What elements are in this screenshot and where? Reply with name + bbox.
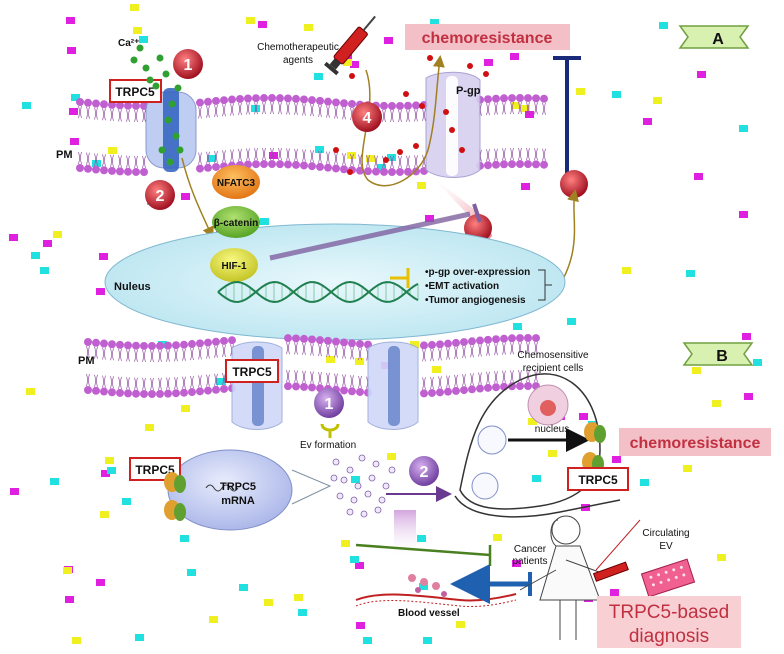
- panel-a-letter: A: [712, 31, 724, 48]
- endosome-2: [471, 472, 499, 500]
- dna-helix: [217, 280, 419, 304]
- mrna-label-line2: mRNA: [221, 495, 255, 507]
- effect-pgp: •p-gp over-expression: [425, 267, 530, 278]
- effect-angiogenesis: •Tumor angiogenesis: [425, 295, 526, 306]
- step-2-number-a: 2: [156, 188, 165, 205]
- ev-sample-card: [640, 558, 696, 598]
- cargo-connector: [291, 469, 332, 505]
- feedback-drop-icon: [560, 170, 588, 198]
- trpc5-label-a: TRPC5: [115, 85, 155, 99]
- chemoresistance-box-b: [619, 428, 771, 456]
- patients-label-line1: Cancer: [514, 544, 547, 555]
- sample-line: [595, 519, 641, 571]
- trpc5-recipient-label: TRPC5: [578, 473, 618, 487]
- step-1-number-a: 1: [184, 57, 193, 74]
- circulating-label-line1: Circulating: [642, 528, 689, 539]
- effects-bracket: [538, 269, 552, 301]
- trpc5-channel-b1: [231, 341, 283, 430]
- recipient-cell-membrane: [454, 495, 621, 518]
- signal-arrow-a: [181, 157, 214, 239]
- trpc5-box-a: [109, 79, 162, 103]
- calcium-ions: [130, 44, 184, 166]
- p-gp-label: P-gp: [456, 85, 481, 97]
- endosome-1: [477, 425, 507, 455]
- syringe-icon: [324, 15, 376, 76]
- step-2-badge-b: 2: [409, 456, 439, 486]
- step-2-badge-a: 2: [145, 180, 175, 210]
- chemo-label-line2: agents: [283, 55, 313, 66]
- chemoresistance-box-a: [405, 24, 570, 50]
- recipient-nucleus-label: nucleus: [535, 424, 569, 435]
- plasma-membrane-a: [76, 94, 548, 176]
- beta-catenin-label: β-catenin: [214, 218, 258, 229]
- panel-a-badge: A: [678, 25, 750, 49]
- plasma-membrane-b: [84, 334, 540, 398]
- blood-vessel-label: Blood vessel: [398, 608, 460, 619]
- diagnosis-box: [597, 596, 741, 648]
- diagnosis-label-line2: diagnosis: [629, 626, 709, 647]
- diagnosis-label-line1: TRPC5-based: [609, 602, 729, 623]
- step-1-number-b: 1: [325, 396, 334, 413]
- recipient-nucleolus: [540, 400, 556, 416]
- circulating-label-line2: EV: [659, 541, 673, 552]
- panel-b-badge: B: [682, 342, 754, 366]
- p-gp-pump: [425, 71, 481, 178]
- panel-a: A PM TRPC5 Ca²⁺ 1 2: [56, 15, 750, 341]
- beta-catenin-factor: β-catenin: [212, 206, 260, 238]
- trpc5-channel-b2: [367, 341, 419, 430]
- recipient-label-line2: recipient cells: [523, 363, 584, 374]
- mrna-icon: [205, 484, 239, 492]
- effect-emt: •EMT activation: [425, 281, 499, 292]
- blood-vessel-line-1: [355, 593, 517, 602]
- hif-1-label: HIF-1: [222, 261, 247, 272]
- channel-icon-recipient-1: [584, 422, 606, 443]
- chemo-label-line1: Chemotherapeutic: [257, 42, 339, 53]
- panel-b-letter: B: [716, 348, 728, 365]
- chemoresistance-label-b: chemoresistance: [630, 435, 761, 452]
- trpc5-channel-a: [145, 88, 197, 172]
- blood-vessel-line-2: [355, 599, 517, 607]
- pm-label-a: PM: [56, 149, 73, 161]
- mrna-label-line1: TRPC5: [220, 481, 256, 493]
- patients-label-line2: patients: [512, 556, 547, 567]
- trpc5-recipient-box: [567, 467, 629, 491]
- pm-label-b: PM: [78, 355, 95, 367]
- nfatc3-label: NFATC3: [217, 178, 256, 189]
- step-4-number-a: 4: [363, 110, 372, 127]
- nfatc3-factor: NFATC3: [212, 165, 260, 199]
- step-1-badge-b: 1: [314, 388, 344, 418]
- ev-formation-label: Ev formation: [300, 440, 356, 451]
- extracellular-vesicles: [330, 454, 396, 518]
- trpc5-cargo-label: TRPC5: [135, 463, 175, 477]
- drug-molecules: [333, 55, 489, 175]
- nucleus-label-a: Nuleus: [114, 281, 151, 293]
- hif-1-factor: HIF-1: [210, 248, 258, 282]
- panel-b: B PM TRPC5 1 Ev formation TRPC5 TRPC5 mR…: [78, 334, 771, 648]
- step-2-number-b: 2: [420, 464, 429, 481]
- trpc5-box-b: [225, 359, 279, 383]
- calcium-label: Ca²⁺: [118, 38, 139, 49]
- recipient-label-line1: Chemosensitive: [517, 350, 589, 361]
- blood-sample-tube-icon: [592, 561, 629, 582]
- channel-icon-cargo-1: [164, 472, 186, 493]
- ev-formation-icon: [320, 423, 340, 438]
- vessel-release-shape: [394, 510, 416, 558]
- inhibition-line-green: [355, 543, 491, 557]
- chemoresistance-label-a: chemoresistance: [422, 30, 553, 47]
- activation-bar-purple: [472, 203, 482, 223]
- channel-icon-cargo-2: [164, 500, 186, 521]
- step-4-badge-a: 4: [352, 102, 382, 132]
- trpc5-label-b: TRPC5: [232, 365, 272, 379]
- patient-figure: [519, 515, 611, 640]
- blood-vessel-particles: [408, 574, 447, 597]
- activation-arrow-purple: [269, 211, 471, 261]
- step-1-badge-a: 1: [173, 49, 203, 79]
